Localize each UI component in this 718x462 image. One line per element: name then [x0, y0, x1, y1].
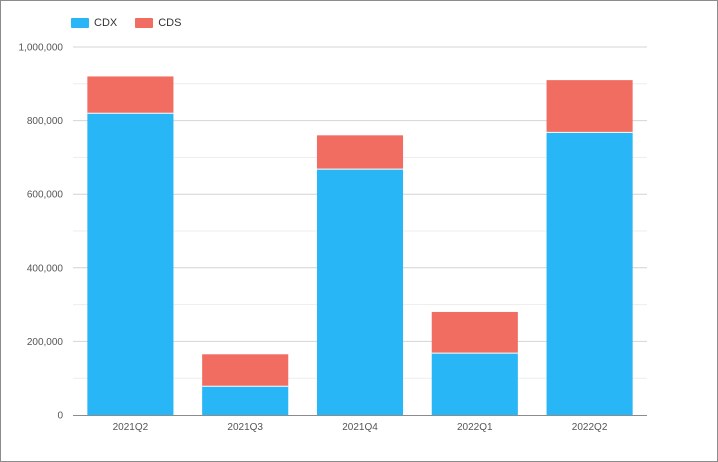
- legend-label-cdx: CDX: [94, 17, 118, 29]
- x-axis-tick-labels: 2021Q2 2021Q3 2021Q4 2022Q1 2022Q2: [113, 422, 608, 433]
- bar-cds-2022q2: [546, 80, 633, 133]
- legend-item-cdx[interactable]: CDX: [71, 17, 117, 29]
- bar-cds-2021q3: [202, 354, 289, 387]
- bar-cds-2021q2: [87, 76, 174, 114]
- bars: [87, 76, 633, 416]
- y-tick-label: 600,000: [27, 190, 64, 201]
- bar-cds-2021q4: [316, 135, 404, 170]
- legend-item-cds[interactable]: CDS: [135, 17, 181, 29]
- bar-cdx-2022q1: [431, 353, 518, 415]
- y-tick-label: 200,000: [27, 337, 64, 348]
- bar-cdx-2021q4: [316, 169, 404, 415]
- y-tick-label: 800,000: [27, 116, 64, 127]
- x-tick-label: 2021Q3: [227, 422, 263, 433]
- bar-cdx-2021q3: [202, 386, 289, 415]
- legend-swatch-cdx: [71, 18, 89, 28]
- bar-cdx-2021q2: [87, 113, 174, 416]
- y-axis-tick-labels: 0 200,000 400,000 600,000 800,000 1,000,000: [19, 43, 64, 422]
- x-tick-label: 2022Q2: [572, 422, 608, 433]
- x-tick-label: 2022Q1: [457, 422, 493, 433]
- x-tick-label: 2021Q2: [113, 422, 149, 433]
- bar-cdx-2022q2: [546, 132, 633, 415]
- y-tick-label: 400,000: [27, 263, 64, 274]
- legend: CDX CDS: [71, 17, 181, 29]
- bar-cds-2022q1: [431, 311, 518, 354]
- legend-label-cds: CDS: [158, 17, 182, 29]
- y-tick-label: 0: [57, 411, 63, 422]
- y-tick-label: 1,000,000: [19, 43, 64, 54]
- legend-swatch-cds: [135, 18, 154, 28]
- x-tick-label: 2021Q4: [342, 422, 378, 433]
